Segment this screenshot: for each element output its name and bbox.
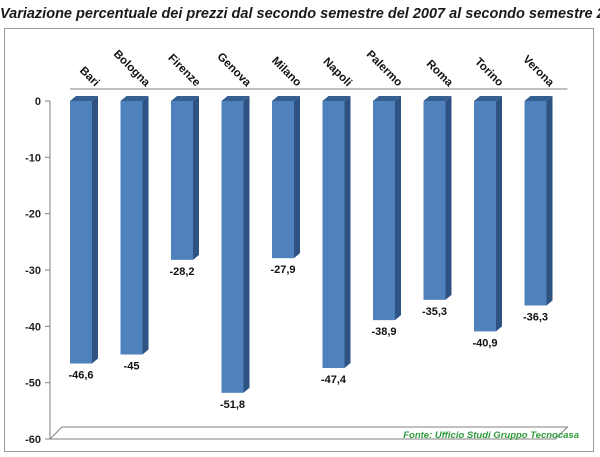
bar-front bbox=[524, 101, 547, 306]
bar-top bbox=[423, 96, 452, 101]
bar-front bbox=[272, 101, 294, 259]
category-label: Firenze bbox=[165, 52, 202, 89]
category-label: Roma bbox=[424, 58, 456, 90]
chart-frame: 0 -10 -20 -30 -40 -50 -60 -46,6 Bari -45 Bologna -… bbox=[4, 28, 594, 452]
category-label: Verona bbox=[520, 54, 556, 90]
y-tick-label: -50 bbox=[25, 378, 41, 390]
y-tick-label: -40 bbox=[25, 321, 41, 333]
data-label: -45 bbox=[124, 361, 140, 373]
bar-napoli bbox=[322, 96, 351, 369]
bar-side bbox=[445, 96, 452, 300]
bar-side bbox=[92, 96, 98, 364]
data-label: -46,6 bbox=[68, 370, 93, 382]
category-label: Genova bbox=[215, 51, 254, 90]
bar-top bbox=[272, 96, 300, 101]
category-label: Palermo bbox=[364, 49, 405, 90]
y-tick-label: -60 bbox=[25, 434, 41, 446]
bar-front bbox=[120, 101, 143, 355]
source-note: Fonte: Ufficio Studi Gruppo Tecnocasa bbox=[403, 430, 579, 441]
bar-side bbox=[142, 96, 149, 355]
y-tick-label: 0 bbox=[35, 96, 41, 108]
data-label: -28,2 bbox=[169, 266, 194, 278]
category-label: Napoli bbox=[321, 56, 354, 89]
data-label: -47,4 bbox=[321, 374, 347, 386]
bar-top bbox=[322, 96, 351, 101]
bar-roma bbox=[423, 96, 452, 300]
bar-top bbox=[373, 96, 401, 101]
category-label: Bari bbox=[77, 65, 101, 89]
y-tick-label: -10 bbox=[25, 152, 41, 164]
bar-milano bbox=[272, 96, 300, 259]
bar-bari bbox=[70, 96, 98, 364]
bar-bologna bbox=[120, 96, 149, 355]
bar-front bbox=[171, 101, 193, 260]
bar-top bbox=[120, 96, 149, 101]
category-label: Torino bbox=[472, 56, 505, 89]
bar-top bbox=[70, 96, 98, 101]
bar-side bbox=[193, 96, 199, 260]
bar-front bbox=[373, 101, 395, 321]
data-label: -27,9 bbox=[270, 264, 295, 276]
y-axis: 0 -10 -20 -30 -40 -50 -60 bbox=[25, 96, 51, 446]
bar-side bbox=[294, 96, 300, 259]
data-label: -40,9 bbox=[472, 337, 497, 349]
data-label: -36,3 bbox=[523, 311, 548, 323]
floor-outline bbox=[48, 426, 569, 440]
category-label: Milano bbox=[269, 55, 303, 89]
bar-firenze bbox=[171, 96, 199, 260]
bar-front bbox=[221, 101, 244, 393]
bar-chart: 0 -10 -20 -30 -40 -50 -60 -46,6 Bari -45 Bologna -… bbox=[25, 48, 569, 446]
bar-front bbox=[474, 101, 496, 332]
data-label: -51,8 bbox=[220, 399, 245, 411]
bar-front bbox=[70, 101, 92, 364]
y-tick-label: -30 bbox=[25, 265, 41, 277]
data-label: -38,9 bbox=[371, 326, 396, 338]
category-label: Bologna bbox=[111, 48, 152, 89]
bar-front bbox=[322, 101, 345, 369]
bar-side bbox=[344, 96, 351, 369]
bar-side bbox=[546, 96, 553, 306]
bar-verona bbox=[524, 96, 553, 306]
bar-top bbox=[474, 96, 502, 101]
bar-top bbox=[524, 96, 553, 101]
bar-palermo bbox=[373, 96, 401, 321]
bar-top bbox=[171, 96, 199, 101]
bar-side bbox=[243, 96, 250, 393]
bars bbox=[70, 96, 553, 393]
chart-floor bbox=[48, 88, 569, 440]
chart-title: Variazione percentuale dei prezzi dal se… bbox=[0, 6, 600, 22]
bar-top bbox=[221, 96, 250, 101]
data-label: -35,3 bbox=[422, 306, 447, 318]
y-tick-label: -20 bbox=[25, 209, 41, 221]
bar-genova bbox=[221, 96, 250, 393]
bar-side bbox=[395, 96, 401, 321]
bar-torino bbox=[474, 96, 502, 332]
bar-front bbox=[423, 101, 446, 300]
bar-side bbox=[496, 96, 502, 332]
